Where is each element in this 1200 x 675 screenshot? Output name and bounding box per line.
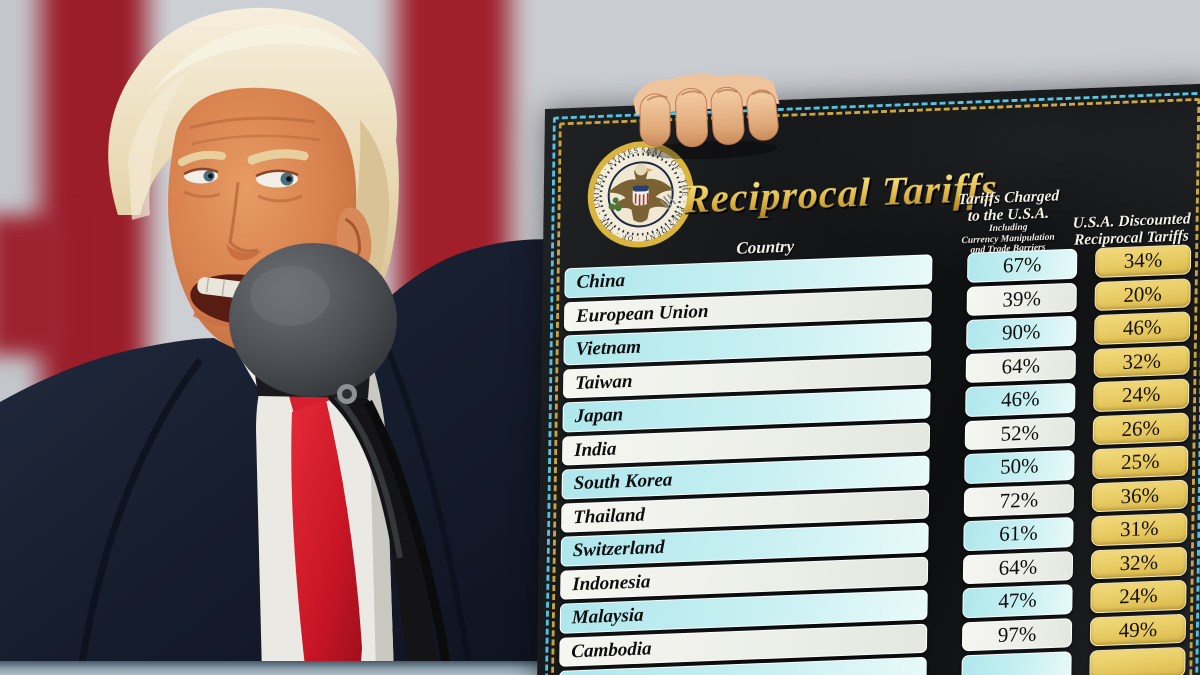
- discounted-cell: 24%: [1093, 378, 1190, 412]
- discounted-cell: [1089, 646, 1186, 675]
- charged-cell: [961, 651, 1072, 675]
- charged-cell: 46%: [965, 382, 1076, 417]
- discounted-cell: 46%: [1094, 311, 1191, 345]
- charged-cell: 90%: [966, 315, 1077, 350]
- eagle: [607, 163, 677, 223]
- presidential-seal: SEAL · OF · THE · PRESIDENT · OF · THE ·…: [585, 137, 694, 248]
- charged-cell: 50%: [964, 449, 1075, 484]
- charged-cell: 67%: [967, 248, 1078, 283]
- discounted-cell: 32%: [1093, 344, 1190, 379]
- discounted-cell: 32%: [1090, 546, 1188, 580]
- tariff-rows: China 67% 34% European Union 39% 20% Vietnam 90…: [536, 83, 1200, 675]
- charged-cell: 52%: [964, 416, 1076, 451]
- discounted-cell: 34%: [1094, 244, 1192, 278]
- tariff-board: SEAL · OF · THE · PRESIDENT · OF · THE ·…: [535, 83, 1200, 675]
- discounted-cell: 49%: [1089, 613, 1187, 647]
- charged-cell: 64%: [965, 349, 1076, 384]
- charged-cell: 39%: [966, 282, 1077, 316]
- charged-cell: 61%: [963, 517, 1074, 551]
- right-eye: [255, 169, 299, 188]
- flag-red-stripe-lower: [0, 215, 66, 355]
- left-eye: [183, 167, 219, 184]
- charged-cell: 72%: [963, 483, 1075, 518]
- discounted-cell: 24%: [1090, 579, 1187, 613]
- charged-cell: 47%: [962, 584, 1073, 618]
- discounted-cell: 36%: [1091, 479, 1189, 513]
- discounted-cell: 20%: [1094, 277, 1191, 312]
- discounted-cell: 26%: [1092, 412, 1189, 446]
- discounted-cell: 25%: [1092, 445, 1189, 479]
- mic-windscreen: [229, 243, 397, 397]
- microphone: [229, 243, 453, 675]
- charged-cell: 97%: [961, 617, 1073, 652]
- trump-portrait: [0, 7, 562, 675]
- hand-holding-board: [633, 74, 780, 160]
- charged-cell: 64%: [962, 550, 1074, 585]
- discounted-cell: 31%: [1091, 512, 1188, 546]
